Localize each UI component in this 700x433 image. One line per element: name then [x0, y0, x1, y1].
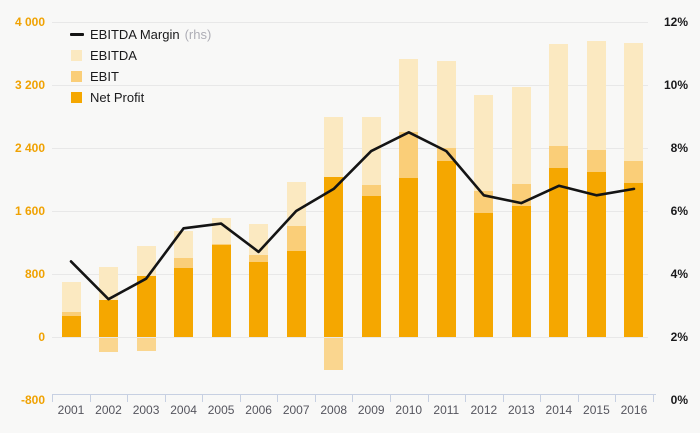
x-axis-tick — [615, 393, 617, 402]
ebit-swatch-icon — [71, 71, 82, 82]
year-label-2007: 2007 — [282, 403, 310, 417]
year-label-2012: 2012 — [470, 403, 498, 417]
x-axis-tick — [277, 393, 279, 402]
legend-item-ebit[interactable]: EBIT — [71, 66, 211, 87]
legend-item-ebitda[interactable]: EBITDA — [71, 45, 211, 66]
year-label-2005: 2005 — [207, 403, 235, 417]
year-label-2011: 2011 — [433, 403, 460, 417]
year-label-2006: 2006 — [245, 403, 272, 417]
year-label-2001: 2001 — [57, 403, 85, 417]
bar-2009-net-profit[interactable] — [361, 196, 381, 337]
x-axis-tick — [427, 393, 429, 402]
bar-2006-net-profit[interactable] — [249, 262, 269, 337]
year-label-2015: 2015 — [583, 403, 610, 417]
bar-2008-net-profit[interactable] — [324, 177, 344, 337]
legend-label-ebitda-margin: EBITDA Margin — [90, 27, 180, 42]
bar-2001-net-profit[interactable] — [61, 315, 81, 337]
right-tick-label-0: 0% — [670, 393, 688, 407]
bar-2008-ebit[interactable] — [324, 338, 344, 370]
legend-item-net-profit[interactable]: Net Profit — [71, 87, 211, 108]
bar-2013-net-profit[interactable] — [511, 205, 531, 337]
right-tick-label-12: 12% — [663, 15, 688, 29]
bar-2002-net-profit[interactable] — [99, 299, 119, 337]
bar-2011-net-profit[interactable] — [436, 160, 456, 337]
left-tick-label-800: 800 — [24, 267, 45, 281]
x-axis-tick — [127, 393, 129, 402]
bar-2004-net-profit[interactable] — [174, 267, 194, 337]
year-label-2002: 2002 — [95, 403, 122, 417]
right-tick-label-10: 10% — [663, 78, 688, 92]
bar-2005-net-profit[interactable] — [211, 244, 231, 337]
bar-2014-net-profit[interactable] — [549, 168, 569, 337]
bar-2016-net-profit[interactable] — [624, 182, 644, 337]
x-axis-tick — [314, 393, 316, 402]
legend-rhs-suffix: (rhs) — [184, 27, 212, 42]
x-axis-tick — [502, 393, 504, 402]
line-marker-icon — [70, 33, 84, 36]
left-tick-label-0: 0 — [38, 330, 45, 344]
year-label-2003: 2003 — [132, 403, 160, 417]
year-label-2010: 2010 — [395, 403, 423, 417]
legend-label-ebit: EBIT — [90, 69, 119, 84]
year-label-2008: 2008 — [320, 403, 348, 417]
left-tick-label-4000: 4 000 — [14, 15, 45, 29]
right-tick-label-6: 6% — [670, 204, 688, 218]
gridline-0 — [52, 337, 648, 338]
right-tick-label-8: 8% — [670, 141, 688, 155]
year-label-2009: 2009 — [357, 403, 385, 417]
x-axis-tick — [202, 393, 204, 402]
x-axis-tick — [577, 393, 579, 402]
year-label-2013: 2013 — [508, 403, 535, 417]
year-label-2016: 2016 — [620, 403, 648, 417]
bar-2003-net-profit[interactable] — [136, 276, 156, 337]
legend: EBITDA Margin (rhs) EBITDA EBIT Net Prof… — [70, 24, 212, 108]
bar-2010-net-profit[interactable] — [399, 177, 419, 337]
x-axis-tick — [164, 393, 166, 402]
gridline-3200 — [52, 85, 648, 86]
net-profit-swatch-icon — [71, 92, 82, 103]
x-axis-tick — [352, 393, 354, 402]
bar-2012-net-profit[interactable] — [474, 213, 494, 337]
left-tick-label-2400: 2 400 — [14, 141, 45, 155]
left-tick-label--800: -800 — [20, 393, 45, 407]
year-label-2014: 2014 — [545, 403, 573, 417]
legend-item-ebitda-margin[interactable]: EBITDA Margin (rhs) — [70, 24, 212, 45]
bar-2003-ebit[interactable] — [136, 338, 156, 351]
gridline-4000 — [52, 22, 648, 23]
x-axis-tick — [652, 393, 654, 402]
left-tick-label-3200: 3 200 — [14, 78, 45, 92]
right-tick-label-4: 4% — [670, 267, 688, 281]
ebitda-swatch-icon — [71, 50, 82, 61]
bar-2002-ebit[interactable] — [99, 338, 119, 353]
bar-2015-net-profit[interactable] — [586, 171, 606, 337]
x-axis-line — [52, 393, 656, 395]
x-axis-tick — [239, 393, 241, 402]
legend-label-ebitda: EBITDA — [90, 48, 137, 63]
x-axis-tick — [540, 393, 542, 402]
x-axis-tick — [89, 393, 91, 402]
x-axis-tick — [52, 393, 54, 402]
x-axis-tick — [390, 393, 391, 402]
x-axis-tick — [465, 393, 467, 402]
left-tick-label-1600: 1 600 — [14, 204, 45, 218]
bar-2007-net-profit[interactable] — [286, 250, 306, 337]
right-tick-label-2: 2% — [670, 330, 688, 344]
year-label-2004: 2004 — [170, 403, 197, 417]
legend-label-net-profit: Net Profit — [90, 90, 145, 105]
